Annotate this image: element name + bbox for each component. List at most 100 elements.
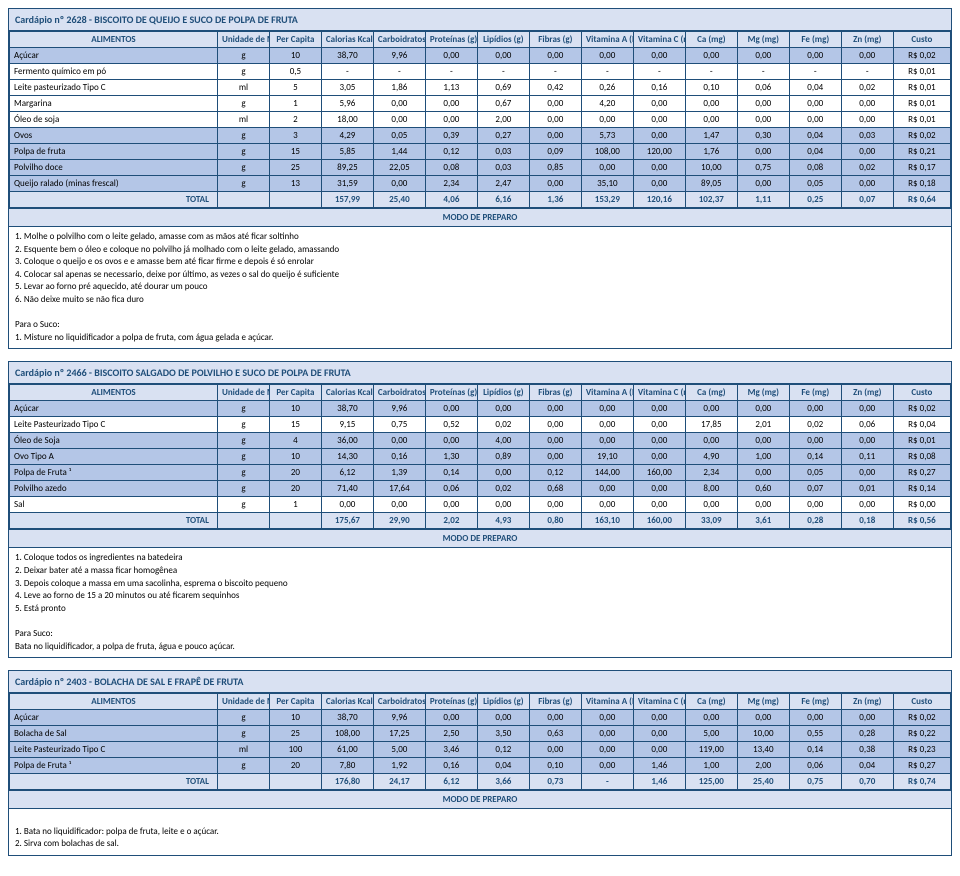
- value-cell: 0,00: [529, 449, 581, 465]
- value-cell: 0,00: [373, 433, 425, 449]
- alimento-cell: Polvilho azedo: [10, 481, 218, 497]
- value-cell: 0,00: [841, 112, 893, 128]
- value-cell: 0,00: [373, 112, 425, 128]
- value-cell: 0,14: [789, 742, 841, 758]
- value-cell: 0,00: [633, 160, 685, 176]
- cardapio-title: Cardápio nº 2466 - BISCOITO SALGADO DE P…: [9, 362, 951, 384]
- value-cell: 0,00: [841, 48, 893, 64]
- value-cell: 120,00: [633, 144, 685, 160]
- total-cell: 125,00: [685, 774, 737, 790]
- column-header: Vitamina A (RE): [581, 32, 633, 48]
- value-cell: 0,00: [737, 710, 789, 726]
- value-cell: 0,42: [529, 80, 581, 96]
- column-header: Fibras (g): [529, 694, 581, 710]
- total-row: TOTAL157,9925,404,066,161,36153,29120,16…: [10, 192, 951, 208]
- column-header: Fe (mg): [789, 32, 841, 48]
- value-cell: 0,00: [841, 144, 893, 160]
- value-cell: 10: [269, 401, 321, 417]
- value-cell: -: [581, 64, 633, 80]
- value-cell: 20: [269, 481, 321, 497]
- value-cell: 4: [269, 433, 321, 449]
- value-cell: 1,46: [633, 758, 685, 774]
- value-cell: g: [217, 176, 269, 192]
- value-cell: 0,06: [789, 758, 841, 774]
- value-cell: 0,00: [737, 112, 789, 128]
- total-cell: R$ 0,64: [893, 192, 950, 208]
- table-row: Polpa de Fruta ¹g206,121,390,140,000,121…: [10, 465, 951, 481]
- value-cell: 0,00: [685, 112, 737, 128]
- total-cell: 33,09: [685, 513, 737, 529]
- total-cell: 0,75: [789, 774, 841, 790]
- value-cell: g: [217, 465, 269, 481]
- instruction-line: [15, 307, 945, 320]
- column-header: Mg (mg): [737, 32, 789, 48]
- value-cell: g: [217, 64, 269, 80]
- total-cell: 6,12: [425, 774, 477, 790]
- value-cell: 0,00: [581, 742, 633, 758]
- total-cell: [269, 513, 321, 529]
- table-row: Fermento químico em póg0,5-----------R$ …: [10, 64, 951, 80]
- value-cell: R$ 0,04: [893, 417, 950, 433]
- cardapio-title: Cardápio nº 2403 - BOLACHA DE SAL E FRAP…: [9, 671, 951, 693]
- value-cell: 0,00: [685, 433, 737, 449]
- nutrition-table: ALIMENTOSUnidade de MedidaPer CapitaCalo…: [9, 693, 951, 790]
- value-cell: R$ 0,02: [893, 710, 950, 726]
- value-cell: 0,75: [737, 160, 789, 176]
- value-cell: 0,00: [529, 497, 581, 513]
- value-cell: 0,00: [477, 497, 529, 513]
- instruction-line: 2. Deixar bater até a massa ficar homogê…: [15, 565, 945, 578]
- value-cell: 20: [269, 758, 321, 774]
- value-cell: g: [217, 449, 269, 465]
- value-cell: 0,05: [789, 176, 841, 192]
- value-cell: 0,00: [529, 176, 581, 192]
- value-cell: 17,85: [685, 417, 737, 433]
- value-cell: 3,46: [425, 742, 477, 758]
- value-cell: 0,52: [425, 417, 477, 433]
- column-header: Custo: [893, 32, 950, 48]
- instruction-line: 5. Está pronto: [15, 603, 945, 616]
- value-cell: 0,00: [737, 48, 789, 64]
- value-cell: 1: [269, 96, 321, 112]
- value-cell: 4,00: [477, 433, 529, 449]
- total-cell: -: [581, 774, 633, 790]
- alimento-cell: Sal: [10, 497, 218, 513]
- value-cell: 0,02: [789, 417, 841, 433]
- value-cell: 0,00: [581, 160, 633, 176]
- column-header: Mg (mg): [737, 694, 789, 710]
- value-cell: g: [217, 481, 269, 497]
- column-header: ALIMENTOS: [10, 385, 218, 401]
- total-cell: 175,67: [321, 513, 373, 529]
- value-cell: 1,13: [425, 80, 477, 96]
- value-cell: 119,00: [685, 742, 737, 758]
- value-cell: 0,06: [737, 80, 789, 96]
- value-cell: 100: [269, 742, 321, 758]
- value-cell: 17,64: [373, 481, 425, 497]
- value-cell: 0,00: [529, 401, 581, 417]
- total-cell: 0,28: [789, 513, 841, 529]
- value-cell: 0,00: [477, 48, 529, 64]
- alimento-cell: Ovo Tipo A: [10, 449, 218, 465]
- column-header: Custo: [893, 694, 950, 710]
- total-row: TOTAL175,6729,902,024,930,80163,10160,00…: [10, 513, 951, 529]
- value-cell: 4,90: [685, 449, 737, 465]
- value-cell: 0,06: [841, 417, 893, 433]
- value-cell: 71,40: [321, 481, 373, 497]
- value-cell: 0,00: [373, 96, 425, 112]
- value-cell: 13: [269, 176, 321, 192]
- value-cell: R$ 0,02: [893, 48, 950, 64]
- total-cell: 157,99: [321, 192, 373, 208]
- value-cell: 4,29: [321, 128, 373, 144]
- value-cell: 0,00: [633, 96, 685, 112]
- value-cell: 1,47: [685, 128, 737, 144]
- value-cell: 61,00: [321, 742, 373, 758]
- value-cell: 9,15: [321, 417, 373, 433]
- alimento-cell: Ovos: [10, 128, 218, 144]
- value-cell: 38,70: [321, 401, 373, 417]
- value-cell: 36,00: [321, 433, 373, 449]
- instructions-block: 1. Coloque todos os ingredientes na bate…: [9, 548, 951, 657]
- value-cell: 0,00: [789, 710, 841, 726]
- value-cell: 0,14: [425, 465, 477, 481]
- value-cell: 0,00: [529, 96, 581, 112]
- total-cell: R$ 0,74: [893, 774, 950, 790]
- table-row: Margarinag15,960,000,000,670,004,200,000…: [10, 96, 951, 112]
